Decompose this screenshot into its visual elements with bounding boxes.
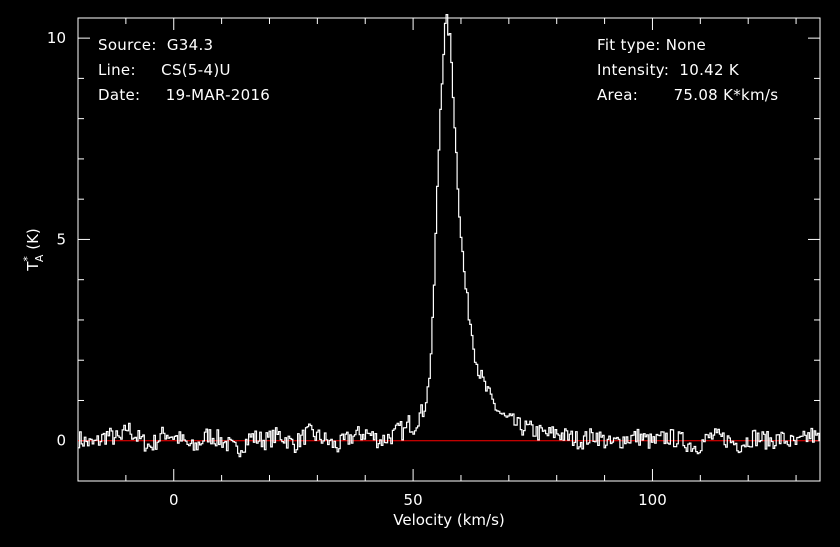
- line-label: Line:: [98, 61, 136, 79]
- axis-ticks: [78, 18, 820, 482]
- source-value: G34.3: [166, 36, 214, 54]
- area-label: Area:: [597, 86, 639, 104]
- fit-type-value: None: [665, 36, 707, 54]
- x-tick-label: 100: [638, 491, 667, 509]
- source-label: Source:: [98, 36, 157, 54]
- y-axis-label-sup: *: [21, 256, 34, 262]
- y-tick-label: 10: [47, 29, 66, 47]
- y-tick-label: 5: [56, 230, 66, 248]
- y-axis-label-sub: A: [33, 254, 46, 262]
- svg-text:T*A (K): T*A (K): [21, 228, 46, 272]
- fit-type-row: Fit type: None: [597, 36, 706, 54]
- x-tick-label: 50: [404, 491, 423, 509]
- intensity-row: Intensity: 10.42 K: [597, 61, 739, 79]
- intensity-label: Intensity:: [597, 61, 670, 79]
- source-row: Source: G34.3: [98, 36, 213, 54]
- y-axis-label-t: T: [24, 261, 42, 272]
- line-row: Line: CS(5-4)U: [98, 61, 231, 79]
- area-row: Area: 75.08 K*km/s: [597, 86, 778, 104]
- plot-frame: [77, 17, 821, 482]
- y-tick-label: 0: [56, 432, 66, 450]
- date-row: Date: 19-MAR-2016: [98, 86, 270, 104]
- y-axis-label: T*A (K): [21, 228, 46, 272]
- date-label: Date:: [98, 86, 141, 104]
- area-value: 75.08 K*km/s: [673, 86, 779, 104]
- x-tick-label: 0: [169, 491, 179, 509]
- intensity-value: 10.42 K: [679, 61, 740, 79]
- x-axis-label: Velocity (km/s): [393, 511, 504, 529]
- date-value: 19-MAR-2016: [165, 86, 271, 104]
- spectrum-series: [78, 14, 821, 458]
- y-axis-label-unit: (K): [24, 228, 42, 254]
- fit-type-label: Fit type:: [597, 36, 661, 54]
- axis-tick-labels: 0 50 100 0 5 10: [47, 29, 667, 509]
- line-value: CS(5-4)U: [161, 61, 231, 79]
